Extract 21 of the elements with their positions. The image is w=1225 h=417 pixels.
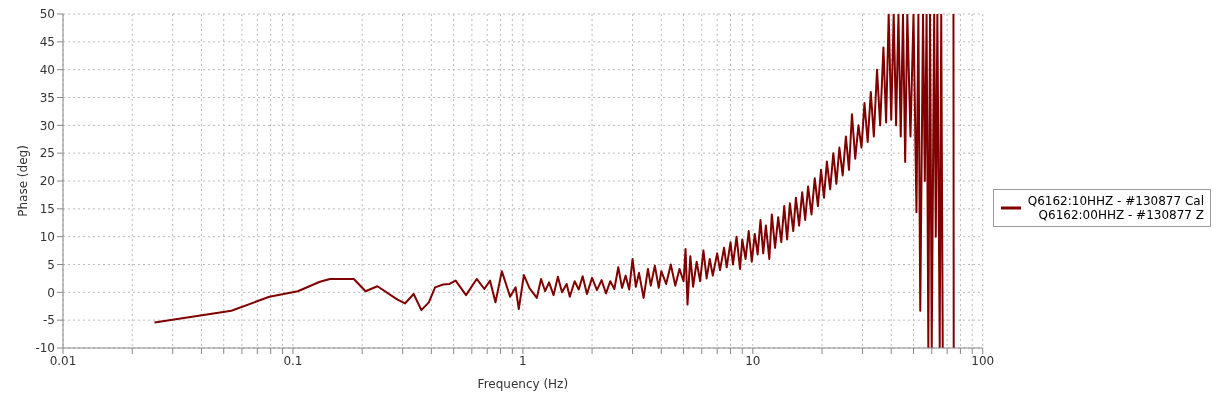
- y-tick-label: 5: [47, 257, 55, 272]
- legend-label: Q6162:10HHZ - #130877 Cal Q6162:00HHZ - #130877 Z: [1027, 194, 1204, 222]
- y-tick-label: 0: [47, 285, 55, 300]
- y-tick-label: 10: [39, 229, 55, 244]
- y-tick-label: -5: [43, 313, 55, 328]
- y-tick-label: 45: [39, 35, 55, 50]
- y-tick-label: 35: [39, 90, 55, 105]
- x-tick-label: 100: [971, 353, 995, 368]
- x-tick-label: 0.1: [283, 353, 303, 368]
- x-tick-label: 1: [519, 353, 527, 368]
- y-axis-title: Phase (deg): [16, 145, 31, 217]
- y-tick-label: 20: [39, 174, 55, 189]
- x-axis-title: Frequency (Hz): [477, 377, 569, 391]
- y-tick-label: 15: [39, 202, 55, 217]
- x-tick-label: 10: [745, 353, 761, 368]
- y-tick-label: 50: [39, 7, 55, 22]
- y-tick-label: 40: [39, 62, 55, 77]
- y-tick-label: 30: [39, 118, 55, 133]
- y-tick-label: -10: [35, 341, 55, 356]
- x-tick-label: 0.01: [49, 353, 77, 368]
- y-tick-label: 25: [39, 146, 55, 161]
